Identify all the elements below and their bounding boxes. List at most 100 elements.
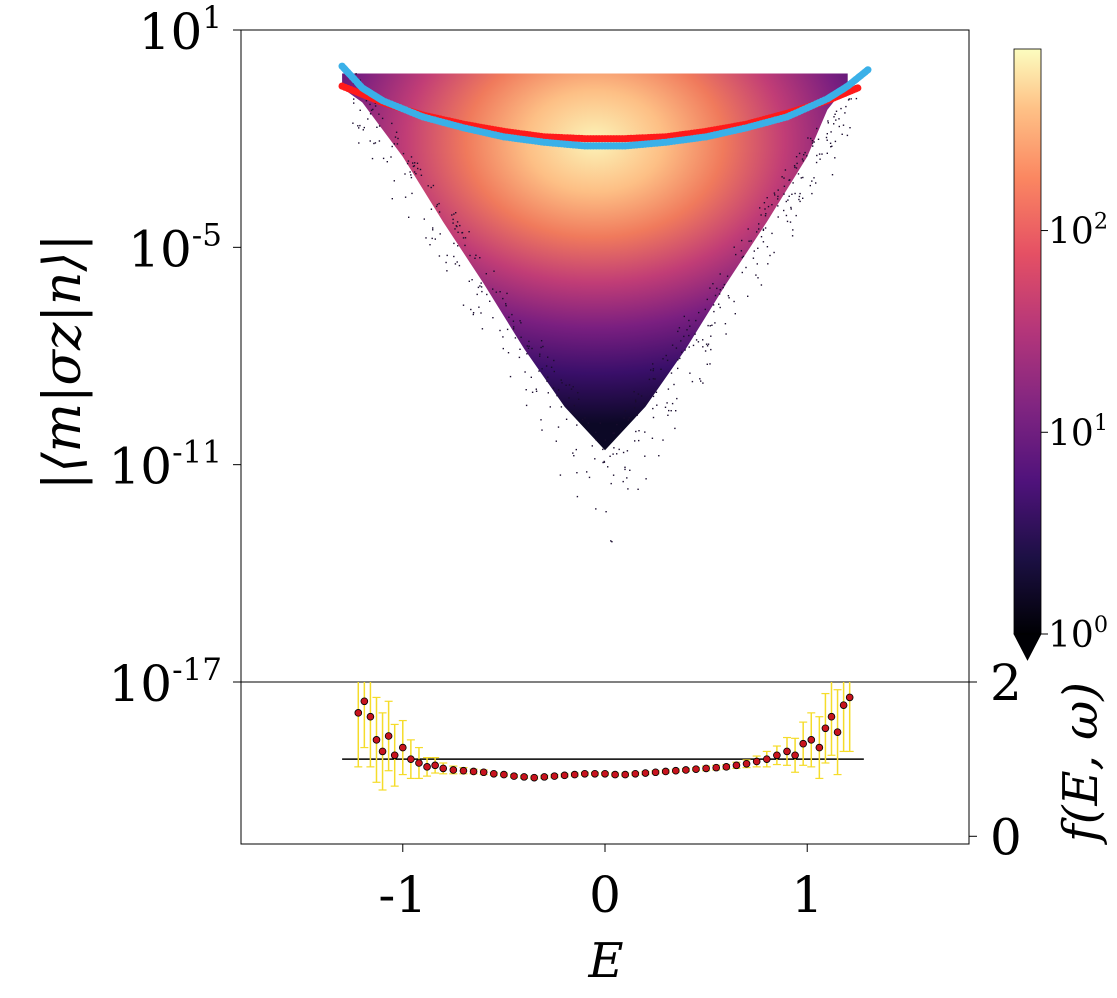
density-speck: [610, 540, 612, 542]
density-speck: [446, 254, 448, 257]
density-speck: [620, 428, 622, 430]
colorbar-tick-label: 102: [1048, 208, 1108, 252]
density-speck: [407, 160, 410, 162]
colorbar-extend-min: [1013, 633, 1042, 661]
density-speck: [840, 107, 842, 110]
density-speck: [410, 156, 413, 158]
density-speck: [797, 173, 800, 175]
density-speck: [599, 422, 601, 424]
ratio-point: [366, 712, 375, 721]
density-speck: [834, 140, 837, 143]
density-speck: [764, 215, 767, 217]
density-speck: [480, 282, 482, 284]
density-speck: [813, 141, 815, 143]
density-speck: [359, 124, 361, 127]
density-speck: [524, 371, 526, 373]
density-speck: [386, 161, 388, 163]
density-speck: [783, 193, 785, 195]
density-speck: [666, 402, 668, 404]
density-speck: [733, 300, 735, 303]
density-speck: [474, 257, 476, 259]
density-speck: [518, 356, 521, 359]
density-speck: [506, 292, 508, 295]
density-speck: [538, 370, 540, 372]
density-speck: [506, 328, 509, 331]
density-speck: [446, 270, 448, 272]
density-speck: [680, 340, 682, 342]
density-speck: [712, 283, 714, 285]
density-speck: [382, 157, 385, 160]
density-speck: [688, 334, 690, 337]
density-speck: [704, 350, 707, 352]
density-speck: [530, 376, 532, 378]
density-speck: [794, 192, 796, 195]
x-tick-label: 1: [791, 866, 823, 924]
density-speck: [568, 397, 570, 399]
ratio-point: [671, 766, 680, 775]
density-speck: [430, 186, 432, 189]
density-speck: [365, 100, 368, 102]
density-speck: [755, 274, 757, 276]
density-speck: [834, 113, 836, 115]
ratio-point: [682, 766, 690, 774]
density-speck: [471, 279, 473, 281]
density-speck: [419, 168, 422, 171]
density-speck: [461, 231, 464, 234]
density-speck: [525, 389, 527, 391]
density-speck: [652, 368, 655, 370]
density-speck: [565, 418, 568, 420]
density-speck: [480, 312, 482, 314]
density-speck: [479, 285, 481, 287]
density-speck: [740, 250, 743, 252]
density-speck: [771, 232, 773, 235]
density-speck: [410, 176, 413, 179]
density-speck: [796, 162, 798, 165]
y-axis-label-main: |⟨m|σz|n⟩|: [33, 234, 93, 490]
density-speck: [519, 348, 521, 350]
ratio-point: [631, 769, 640, 778]
density-speck: [811, 140, 814, 142]
density-speck: [573, 455, 575, 457]
density-speck: [430, 208, 433, 210]
density-speck: [638, 430, 640, 432]
density-speck: [809, 184, 811, 187]
density-speck: [552, 387, 555, 389]
density-speck: [762, 228, 765, 230]
density-speck: [616, 453, 618, 455]
ratio-point: [570, 770, 579, 779]
density-speck: [545, 365, 548, 367]
density-speck: [648, 378, 651, 381]
density-speck: [595, 439, 597, 441]
density-speck: [705, 343, 708, 345]
density-speck: [629, 469, 631, 471]
density-speck: [546, 380, 548, 382]
density-speck: [391, 198, 393, 200]
density-speck: [391, 122, 393, 125]
density-speck: [609, 455, 611, 457]
density-speck: [855, 97, 858, 100]
density-speck: [702, 346, 704, 348]
density-speck: [785, 214, 788, 217]
density-speck: [612, 453, 614, 455]
density-speck: [699, 378, 701, 380]
density-speck: [656, 404, 658, 406]
density-speck: [802, 197, 804, 199]
density-speck: [709, 363, 711, 365]
density-speck: [636, 414, 638, 416]
density-speck: [451, 214, 453, 216]
density-speck: [610, 482, 612, 485]
density-speck: [637, 488, 639, 490]
density-speck: [438, 202, 440, 205]
ratio-points: [354, 693, 854, 782]
density-speck: [667, 414, 669, 416]
ratio-point: [651, 768, 660, 777]
density-speck: [689, 325, 691, 327]
density-speck: [586, 471, 588, 473]
ratio-point: [479, 768, 488, 777]
density-speck: [613, 432, 615, 434]
density-speck: [691, 380, 694, 383]
density-speck: [432, 229, 434, 231]
density-speck: [679, 357, 681, 360]
density-speck: [821, 153, 823, 155]
density-speck: [626, 450, 629, 452]
